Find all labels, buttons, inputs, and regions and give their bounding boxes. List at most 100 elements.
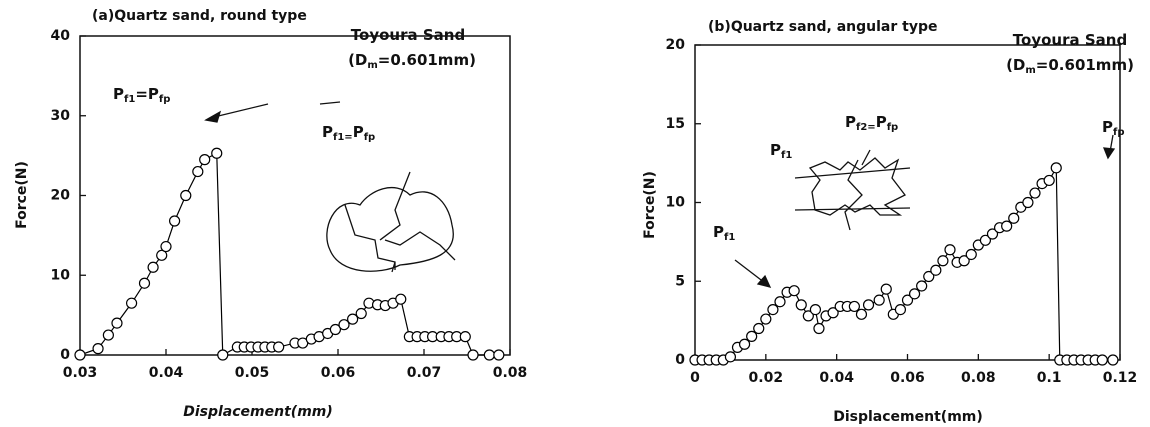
data-point	[979, 234, 992, 246]
annotation: Toyoura Sand	[351, 26, 465, 44]
crack	[794, 149, 911, 231]
chart-title: (a)Quartz sand, round type	[92, 8, 307, 24]
data-point	[1096, 354, 1108, 366]
data-point	[199, 154, 211, 166]
data-point	[111, 317, 123, 329]
annotation: Pf1	[713, 223, 735, 244]
chart-title: (b)Quartz sand, angular type	[708, 19, 937, 35]
annotation: Toyoura Sand	[1013, 31, 1127, 49]
angular-grain	[808, 157, 906, 216]
data-point	[395, 293, 407, 305]
annotation-part: Toyoura Sand	[1013, 31, 1127, 49]
data-point	[862, 299, 875, 311]
y-tick-label: 30	[51, 108, 71, 124]
subscript: fp	[364, 132, 376, 143]
sketches	[204, 101, 1116, 288]
arrowhead	[756, 274, 772, 288]
data-point	[74, 349, 86, 361]
data-point	[908, 288, 921, 300]
plot-frame	[694, 44, 1121, 361]
data-point	[774, 296, 786, 308]
series-line	[79, 152, 499, 356]
data-point	[92, 343, 104, 355]
data-point	[965, 248, 977, 261]
subscript: f1=	[333, 132, 353, 143]
data-point	[467, 349, 479, 361]
arrow	[209, 103, 269, 119]
data-point	[944, 244, 956, 256]
data-point	[901, 294, 914, 306]
annotation-part: (D	[1006, 56, 1025, 74]
subscript: f1	[124, 94, 135, 105]
data-point	[916, 280, 928, 292]
data-point	[126, 297, 138, 309]
data-point	[217, 349, 229, 361]
annotation-part: P	[353, 123, 364, 141]
subscript: m	[1025, 65, 1035, 76]
y-tick-label: 20	[666, 37, 686, 53]
annotation: Pfp	[1102, 118, 1125, 139]
subscript: fp	[887, 122, 899, 133]
annotation-part: P	[770, 141, 781, 159]
data-point	[813, 322, 825, 335]
x-tick-label: 0	[690, 370, 700, 386]
data-point	[760, 313, 772, 325]
data-point	[1043, 174, 1055, 187]
data-point	[930, 264, 942, 276]
data-point	[459, 331, 471, 343]
data-point	[180, 189, 192, 202]
y-axis-label: Force(N)	[14, 161, 30, 229]
y-tick-label: 40	[51, 28, 71, 44]
arrow	[319, 101, 341, 105]
x-tick-label: 0.05	[235, 365, 270, 381]
data-point	[827, 307, 839, 319]
x-tick-label: 0.12	[1103, 370, 1138, 386]
crack	[344, 171, 456, 273]
subscript: f1	[781, 150, 792, 161]
subscript: f1	[724, 232, 735, 243]
annotation: Pf2=Pfp	[845, 113, 898, 134]
arrowhead	[1102, 147, 1116, 160]
data-point	[958, 255, 970, 267]
data-point	[873, 294, 885, 306]
annotation-part: P	[845, 113, 856, 131]
annotation-part: P	[1102, 118, 1113, 136]
data-point	[923, 270, 935, 283]
data-point	[809, 304, 822, 316]
annotation: Pf1	[770, 141, 792, 162]
y-tick-label: 10	[666, 195, 686, 211]
y-tick-label: 20	[51, 188, 71, 204]
data-point	[1022, 196, 1034, 209]
data-point	[1107, 354, 1119, 366]
data-point	[273, 341, 285, 353]
arrowhead	[204, 110, 222, 123]
data-point	[192, 165, 204, 178]
data-point	[986, 228, 999, 240]
data-point	[211, 147, 223, 159]
data-point	[102, 329, 114, 341]
annotation-part: =0.601mm)	[1036, 56, 1134, 74]
data-point	[355, 307, 367, 320]
y-tick-label: 10	[51, 267, 71, 283]
data-point	[493, 349, 505, 361]
data-point	[338, 319, 350, 331]
data-point	[767, 304, 779, 316]
data-point	[169, 215, 181, 227]
data-point	[1008, 212, 1020, 224]
data-point	[156, 249, 168, 261]
data-point	[1050, 162, 1062, 174]
data-point	[147, 261, 159, 273]
data-point	[802, 310, 814, 322]
annotation: Pf1=Pfp	[113, 85, 170, 106]
annotation-part: P	[713, 223, 724, 241]
data-point	[788, 285, 800, 297]
data-point	[738, 338, 751, 350]
annotation-part: P	[322, 123, 333, 141]
data-point	[855, 308, 868, 320]
data-point	[1029, 187, 1041, 199]
data-point	[795, 299, 807, 311]
x-axis-label: Displacement(mm)	[183, 404, 333, 420]
x-axis-label: Displacement(mm)	[833, 409, 983, 425]
